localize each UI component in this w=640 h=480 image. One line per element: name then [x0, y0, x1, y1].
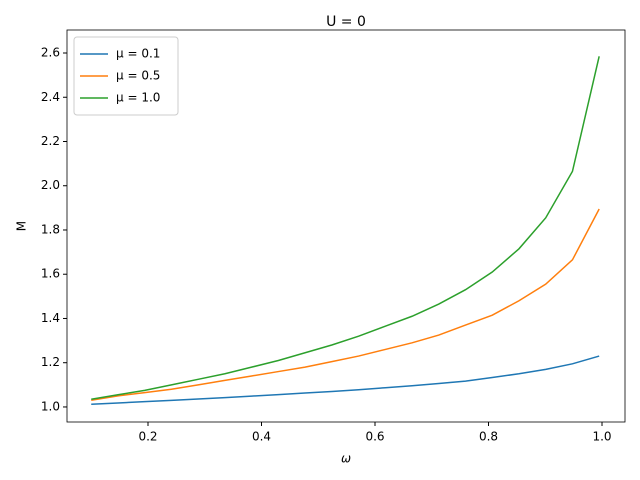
legend-label: μ = 0.1 — [116, 47, 160, 61]
x-tick-label: 0.8 — [479, 430, 498, 444]
line — [91, 208, 600, 402]
legend-label: μ = 0.5 — [116, 69, 160, 83]
y-tick-label: 1.6 — [41, 267, 60, 281]
x-axis-label: ω — [341, 452, 351, 466]
y-tick-label: 2.4 — [41, 90, 60, 104]
x-tick-label: 0.4 — [252, 430, 271, 444]
line — [91, 56, 600, 400]
y-axis-label: M — [15, 221, 29, 231]
y-tick-label: 1.2 — [41, 355, 60, 369]
y-tick-label: 1.4 — [41, 311, 60, 325]
x-tick-label: 0.6 — [365, 430, 384, 444]
x-tick-label: 0.2 — [138, 430, 157, 444]
chart-title: U = 0 — [326, 14, 366, 30]
y-tick-label: 1.0 — [41, 399, 60, 413]
y-tick-label: 2.0 — [41, 178, 60, 192]
y-tick-label: 2.2 — [41, 134, 60, 148]
line — [91, 355, 600, 406]
legend-box — [73, 36, 179, 116]
legend-label: μ = 1.0 — [116, 91, 160, 105]
x-tick-label: 1.0 — [592, 430, 611, 444]
y-tick-label: 1.8 — [41, 222, 60, 236]
y-tick-label: 2.6 — [41, 46, 60, 60]
axes-frame — [66, 29, 626, 423]
